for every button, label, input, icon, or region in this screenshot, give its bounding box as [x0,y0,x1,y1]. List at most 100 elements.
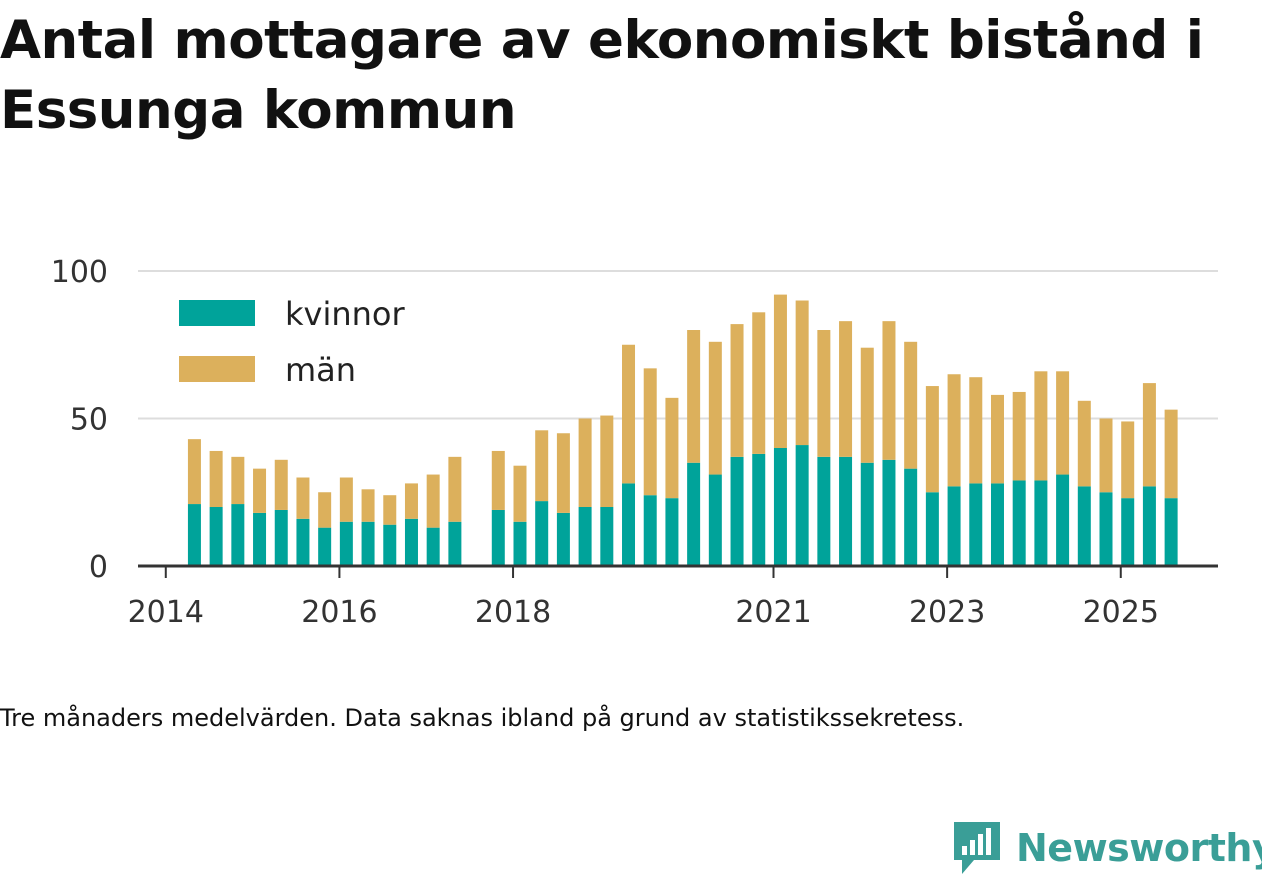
bar-kvinnor [860,462,874,566]
bar-kvinnor [687,462,701,566]
bar-kvinnor [578,507,592,566]
bar-kvinnor [296,518,310,566]
newsworthy-logo-icon [954,822,1000,874]
bar-kvinnor [643,495,657,566]
bar-man [795,300,809,446]
bar-man [600,415,614,507]
bar-man [339,477,353,522]
bar-man [296,477,310,519]
bar-man [687,330,701,463]
bar-man [187,439,201,505]
bar-kvinnor [513,521,527,566]
bar-kvinnor [1164,498,1178,566]
x-tick-label-2016: 2016 [301,595,377,630]
bar-kvinnor [1012,480,1026,566]
bar-kvinnor [491,509,505,566]
x-tick-label-2025: 2025 [1083,595,1159,630]
bar-man [231,456,245,505]
bar-kvinnor [209,507,223,566]
bar-kvinnor [231,504,245,566]
bar-man [209,450,223,507]
bar-kvinnor [839,456,853,566]
bar-man [904,341,918,469]
brand: Newsworthy [952,818,1262,878]
footnote: Tre månaders medelvärden. Data saknas ib… [0,704,965,732]
brand-name: Newsworthy [1016,826,1262,870]
bar-man [578,418,592,507]
bar-kvinnor [947,486,961,566]
legend-swatch-kvinnor [179,300,255,326]
bar-kvinnor [752,453,766,566]
bar-kvinnor [383,524,397,566]
bar-kvinnor [1121,498,1135,566]
bar-kvinnor [535,501,549,566]
bar-kvinnor [925,492,939,566]
bar-man [253,468,267,513]
bar-kvinnor [969,483,983,566]
x-tick-label-2018: 2018 [475,595,551,630]
bar-man [535,430,549,502]
bar-kvinnor [622,483,636,566]
legend-label-man: män [285,351,356,389]
bar-kvinnor [187,504,201,566]
bar-kvinnor [1142,486,1156,566]
bar-kvinnor [730,456,744,566]
bar-man [448,456,462,522]
bar-man [513,465,527,522]
bar-man [817,330,831,457]
bar-man [947,374,961,487]
bar-man [730,324,744,457]
grid-lines [138,270,1218,420]
y-tick-label-50: 50 [70,403,108,438]
bar-man [274,459,288,510]
bar-kvinnor [1056,474,1070,566]
bar-man [404,483,418,519]
bar-kvinnor [904,468,918,566]
bar-kvinnor [990,483,1004,566]
bar-man [1099,418,1113,493]
legend-swatch-man [179,356,255,382]
bar-kvinnor [665,498,679,566]
bar-kvinnor [318,527,332,566]
bar-kvinnor [274,509,288,566]
chart-title: Antal mottagare av ekonomiskt bistånd i … [0,10,1204,141]
bar-man [882,321,896,460]
bar-man [1164,409,1178,499]
bar-kvinnor [773,448,787,566]
bar-man [491,450,505,510]
bar-kvinnor [1077,486,1091,566]
bar-man [752,312,766,454]
bars [187,294,1178,566]
bar-man [860,347,874,463]
bar-kvinnor [882,459,896,566]
bar-kvinnor [1034,480,1048,566]
x-tick-label-2023: 2023 [909,595,985,630]
bar-man [839,321,853,457]
bar-man [1012,391,1026,481]
bar-man [556,433,570,513]
bar-kvinnor [795,445,809,566]
bar-man [773,294,787,448]
bar-man [1056,371,1070,475]
bar-kvinnor [339,521,353,566]
bar-man [383,495,397,525]
x-tick-label-2021: 2021 [735,595,811,630]
x-axis [138,564,1218,578]
bar-kvinnor [600,507,614,566]
bar-man [318,492,332,528]
bar-man [622,344,636,484]
bar-man [1077,400,1091,487]
legend-label-kvinnor: kvinnor [285,295,406,333]
bar-kvinnor [817,456,831,566]
bar-man [990,394,1004,484]
bar-man [361,489,375,522]
y-axis-labels: 0 50 100 [51,255,108,585]
bar-kvinnor [1099,492,1113,566]
chart: 0 50 100 2014 2016 2018 2021 2023 2025 kvinnor m… [51,255,1218,630]
bar-kvinnor [556,512,570,566]
bar-kvinnor [708,474,722,566]
legend: kvinnor män [179,295,406,389]
bar-kvinnor [404,518,418,566]
bar-man [1034,371,1048,481]
bar-kvinnor [426,527,440,566]
